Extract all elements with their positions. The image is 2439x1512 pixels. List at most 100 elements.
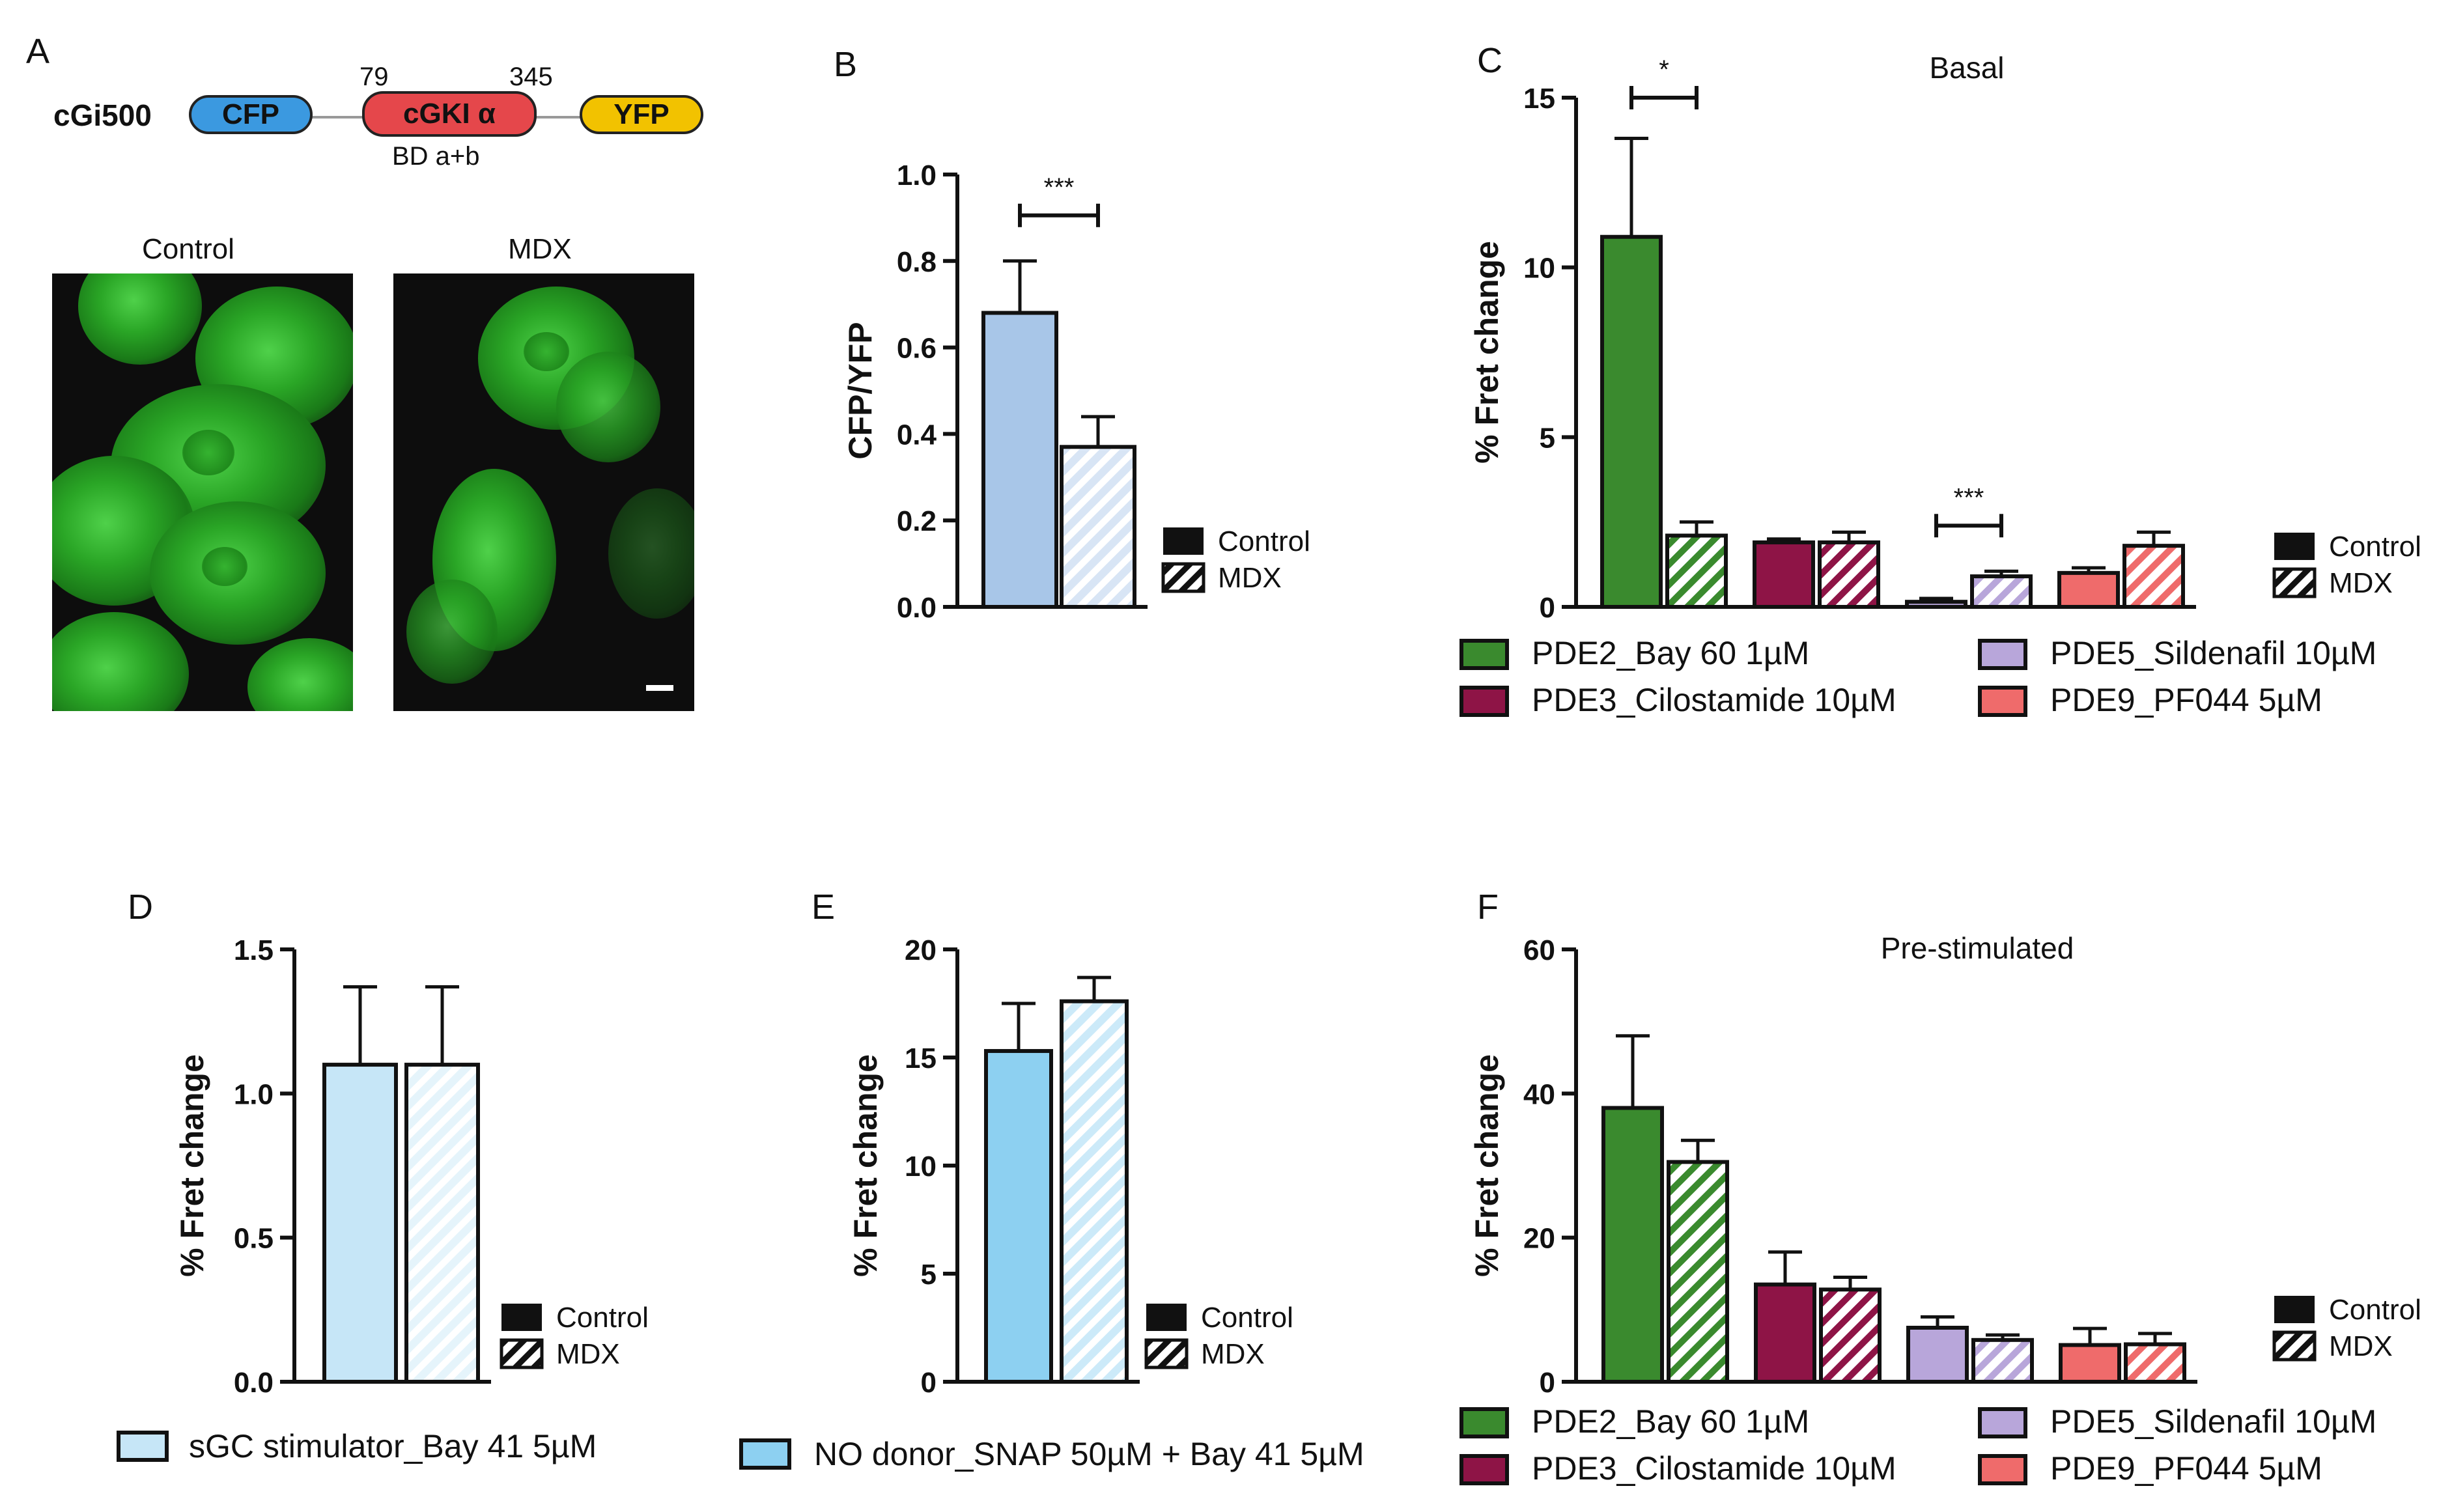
legend-label-mdx: MDX (2329, 1330, 2393, 1362)
bar-control (1906, 1326, 1969, 1384)
bar-mdx (404, 1063, 480, 1384)
y-tick-label: 20 (905, 934, 937, 966)
legend-swatch-pde (1459, 639, 1509, 670)
y-axis-label: % Fret change (1469, 241, 1505, 464)
legend-label-control: Control (1201, 1302, 1293, 1334)
legend-label-pde: PDE2_Bay 60 1µM (1532, 635, 1809, 671)
construct-sublabel: BD a+b (392, 142, 480, 171)
legend-label-pde: PDE9_PF044 5µM (2050, 682, 2322, 718)
y-tick-label: 0 (1540, 1367, 1555, 1399)
legend-label-mdx: MDX (1201, 1338, 1265, 1370)
bar-mdx (1060, 445, 1136, 609)
legend-label-mdx: MDX (556, 1338, 620, 1370)
bar-control (322, 1063, 398, 1384)
micrograph-mdx (393, 273, 694, 711)
bar-mdx (1818, 540, 1880, 609)
chart-title: Pre-stimulated (1881, 931, 2074, 965)
legend-swatch-pde (1978, 639, 2027, 670)
legend-label-control: Control (2329, 531, 2421, 563)
legend-label-mdx: MDX (2329, 567, 2393, 599)
significance-label: *** (1044, 173, 1075, 202)
legend-swatch-pde (1978, 686, 2027, 717)
cgki-domain: cGKI α (362, 91, 537, 137)
legend-label-pde: PDE2_Bay 60 1µM (1532, 1403, 1809, 1440)
construct-start-residue: 79 (360, 63, 389, 91)
legend-swatch-mdx (2272, 567, 2317, 598)
legend-swatch-pde (1978, 1407, 2027, 1438)
legend-label-control: Control (556, 1302, 649, 1334)
bar-mdx (1667, 1160, 1729, 1384)
y-tick-label: 0.0 (234, 1367, 274, 1399)
bar-control (1601, 1106, 1664, 1384)
y-tick-label: 0.6 (897, 333, 937, 365)
nucleus (182, 430, 234, 475)
y-axis-label: % Fret change (847, 1054, 884, 1277)
y-tick-label: 0.5 (234, 1223, 274, 1255)
y-tick-label: 15 (1523, 83, 1555, 115)
construct-end-residue: 345 (509, 63, 553, 91)
legend-swatch-pde (1459, 1407, 1509, 1438)
legend-swatch-pde (1459, 686, 1509, 717)
panel-label-a: A (26, 32, 50, 71)
y-tick-label: 0.0 (897, 592, 937, 624)
bar-mdx (1971, 1337, 2034, 1384)
legend-swatch-mdx (1161, 562, 1205, 593)
y-tick-label: 1.0 (234, 1078, 274, 1110)
y-tick-label: 5 (1540, 422, 1555, 454)
y-tick-label: 0.2 (897, 505, 937, 537)
panel-label-d: D (128, 888, 153, 927)
y-tick-label: 1.0 (897, 160, 937, 191)
panel-label-b: B (834, 45, 858, 84)
bar-control (984, 1049, 1053, 1384)
bar-control (2057, 570, 2120, 609)
micrograph-title-mdx: MDX (508, 233, 572, 265)
legend-swatch-control (1146, 1304, 1187, 1331)
legend-label-pde: PDE3_Cilostamide 10µM (1532, 682, 1896, 718)
y-tick-label: 5 (921, 1259, 937, 1291)
legend-label-mdx: MDX (1218, 562, 1282, 594)
construct-name: cGi500 (53, 98, 152, 132)
legend-label-control: Control (1218, 525, 1310, 557)
micrograph-title-control: Control (142, 233, 234, 265)
significance-label: *** (1954, 483, 1984, 512)
bar-control (1905, 600, 1967, 609)
bar-control (1754, 1282, 1816, 1384)
bar-mdx (2122, 544, 2185, 609)
legend-label-control: Control (2329, 1294, 2421, 1326)
legend-label-pde: PDE3_Cilostamide 10µM (1532, 1450, 1896, 1487)
legend-swatch-control (2274, 1296, 2315, 1323)
y-tick-label: 0 (921, 1367, 937, 1399)
panel-label-c: C (1477, 41, 1502, 80)
y-tick-label: 10 (905, 1151, 937, 1183)
bar-mdx (1819, 1287, 1882, 1384)
bar-control (1753, 540, 1815, 609)
legend-label-pde: PDE5_Sildenafil 10µM (2050, 635, 2376, 671)
legend-swatch-control (2274, 533, 2315, 560)
legend-label-pde: PDE9_PF044 5µM (2050, 1450, 2322, 1487)
y-axis-label: % Fret change (174, 1054, 210, 1277)
legend-label-pde: PDE5_Sildenafil 10µM (2050, 1403, 2376, 1440)
y-tick-label: 60 (1523, 934, 1555, 966)
y-tick-label: 1.5 (234, 934, 274, 966)
yfp-domain: YFP (580, 95, 703, 134)
legend-swatch-sgc (117, 1431, 169, 1462)
y-tick-label: 10 (1523, 253, 1555, 285)
chart-title: Basal (1929, 51, 2004, 85)
y-tick-label: 0.4 (897, 419, 937, 451)
legend-swatch-mdx (2272, 1330, 2317, 1362)
legend-swatch-mdx (500, 1338, 544, 1369)
significance-label: * (1659, 55, 1669, 84)
nucleus (524, 332, 569, 371)
cfp-domain: CFP (189, 95, 313, 134)
cell (608, 488, 694, 619)
legend-label-sgc: sGC stimulator_Bay 41 5µM (189, 1428, 597, 1464)
cell (406, 580, 498, 684)
y-axis-label: CFP/YFP (842, 322, 879, 459)
y-tick-label: 0.8 (897, 246, 937, 278)
y-tick-label: 20 (1523, 1223, 1555, 1255)
bar-mdx (1665, 533, 1728, 609)
legend-label-snap: NO donor_SNAP 50µM + Bay 41 5µM (814, 1436, 1364, 1472)
y-axis-label: % Fret change (1469, 1054, 1505, 1277)
legend-swatch-pde (1978, 1454, 2027, 1485)
